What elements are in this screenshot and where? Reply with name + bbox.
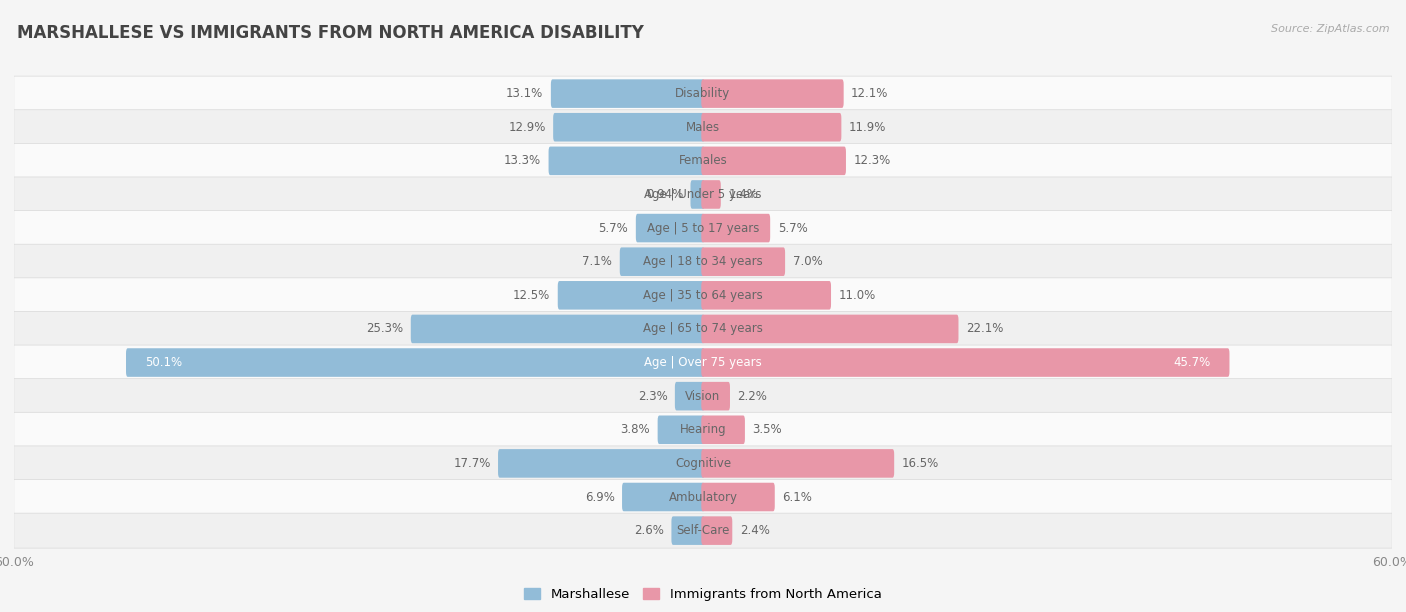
FancyBboxPatch shape [498, 449, 704, 478]
Text: 2.2%: 2.2% [738, 390, 768, 403]
FancyBboxPatch shape [14, 244, 1392, 279]
FancyBboxPatch shape [621, 483, 704, 511]
Text: Females: Females [679, 154, 727, 167]
Text: MARSHALLESE VS IMMIGRANTS FROM NORTH AMERICA DISABILITY: MARSHALLESE VS IMMIGRANTS FROM NORTH AME… [17, 24, 644, 42]
Text: Source: ZipAtlas.com: Source: ZipAtlas.com [1271, 24, 1389, 34]
Text: 25.3%: 25.3% [366, 323, 404, 335]
FancyBboxPatch shape [14, 412, 1392, 447]
FancyBboxPatch shape [702, 517, 733, 545]
Text: Males: Males [686, 121, 720, 134]
Text: Disability: Disability [675, 87, 731, 100]
FancyBboxPatch shape [548, 146, 704, 175]
FancyBboxPatch shape [14, 513, 1392, 548]
Text: 17.7%: 17.7% [453, 457, 491, 470]
Text: 13.3%: 13.3% [503, 154, 541, 167]
FancyBboxPatch shape [14, 278, 1392, 313]
FancyBboxPatch shape [14, 211, 1392, 245]
Text: Age | Over 75 years: Age | Over 75 years [644, 356, 762, 369]
Text: Hearing: Hearing [679, 424, 727, 436]
Text: Ambulatory: Ambulatory [668, 490, 738, 504]
FancyBboxPatch shape [702, 180, 721, 209]
FancyBboxPatch shape [702, 382, 730, 411]
Text: Age | 65 to 74 years: Age | 65 to 74 years [643, 323, 763, 335]
Text: 0.94%: 0.94% [645, 188, 683, 201]
Text: 22.1%: 22.1% [966, 323, 1004, 335]
FancyBboxPatch shape [14, 76, 1392, 111]
FancyBboxPatch shape [127, 348, 704, 377]
FancyBboxPatch shape [14, 379, 1392, 414]
FancyBboxPatch shape [702, 247, 785, 276]
Text: 12.5%: 12.5% [513, 289, 550, 302]
Text: 1.4%: 1.4% [728, 188, 758, 201]
Text: Age | 5 to 17 years: Age | 5 to 17 years [647, 222, 759, 234]
Text: 7.0%: 7.0% [793, 255, 823, 268]
Text: 11.0%: 11.0% [838, 289, 876, 302]
FancyBboxPatch shape [702, 113, 841, 141]
Text: 50.1%: 50.1% [145, 356, 183, 369]
FancyBboxPatch shape [702, 214, 770, 242]
Text: 2.4%: 2.4% [740, 524, 769, 537]
Text: 6.9%: 6.9% [585, 490, 614, 504]
FancyBboxPatch shape [14, 446, 1392, 481]
FancyBboxPatch shape [672, 517, 704, 545]
Text: 16.5%: 16.5% [901, 457, 939, 470]
Text: 2.6%: 2.6% [634, 524, 664, 537]
Text: 45.7%: 45.7% [1173, 356, 1211, 369]
FancyBboxPatch shape [702, 449, 894, 478]
FancyBboxPatch shape [690, 180, 704, 209]
FancyBboxPatch shape [702, 416, 745, 444]
Text: 3.5%: 3.5% [752, 424, 782, 436]
Text: 13.1%: 13.1% [506, 87, 543, 100]
FancyBboxPatch shape [658, 416, 704, 444]
FancyBboxPatch shape [702, 315, 959, 343]
FancyBboxPatch shape [553, 113, 704, 141]
Text: Age | Under 5 years: Age | Under 5 years [644, 188, 762, 201]
Text: Self-Care: Self-Care [676, 524, 730, 537]
Text: Age | 18 to 34 years: Age | 18 to 34 years [643, 255, 763, 268]
FancyBboxPatch shape [702, 281, 831, 310]
FancyBboxPatch shape [675, 382, 704, 411]
Text: 5.7%: 5.7% [599, 222, 628, 234]
Text: 12.1%: 12.1% [851, 87, 889, 100]
Text: 5.7%: 5.7% [778, 222, 807, 234]
FancyBboxPatch shape [14, 312, 1392, 346]
Text: 3.8%: 3.8% [620, 424, 650, 436]
FancyBboxPatch shape [411, 315, 704, 343]
Text: 11.9%: 11.9% [849, 121, 886, 134]
Text: 2.3%: 2.3% [638, 390, 668, 403]
FancyBboxPatch shape [702, 146, 846, 175]
FancyBboxPatch shape [620, 247, 704, 276]
Text: Age | 35 to 64 years: Age | 35 to 64 years [643, 289, 763, 302]
FancyBboxPatch shape [14, 110, 1392, 144]
Text: 12.9%: 12.9% [509, 121, 546, 134]
FancyBboxPatch shape [14, 345, 1392, 380]
Text: Cognitive: Cognitive [675, 457, 731, 470]
Text: 7.1%: 7.1% [582, 255, 612, 268]
FancyBboxPatch shape [14, 143, 1392, 178]
FancyBboxPatch shape [636, 214, 704, 242]
FancyBboxPatch shape [702, 483, 775, 511]
FancyBboxPatch shape [551, 80, 704, 108]
FancyBboxPatch shape [558, 281, 704, 310]
Text: 6.1%: 6.1% [782, 490, 813, 504]
FancyBboxPatch shape [14, 480, 1392, 515]
Text: Vision: Vision [685, 390, 721, 403]
Legend: Marshallese, Immigrants from North America: Marshallese, Immigrants from North Ameri… [519, 583, 887, 606]
FancyBboxPatch shape [702, 80, 844, 108]
FancyBboxPatch shape [14, 177, 1392, 212]
FancyBboxPatch shape [702, 348, 1229, 377]
Text: 12.3%: 12.3% [853, 154, 890, 167]
